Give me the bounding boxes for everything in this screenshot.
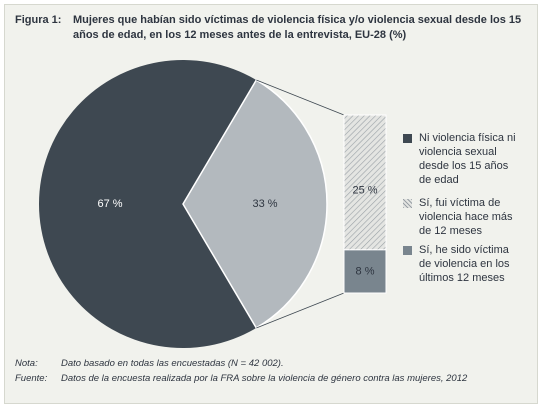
source-row: Fuente: Datos de la encuesta realizada p…	[15, 371, 530, 386]
pie-label-no-violence: 67 %	[97, 198, 122, 210]
figure-panel: Figura 1: Mujeres que habían sido víctim…	[4, 4, 538, 404]
note-text: Dato basado en todas las encuestadas (N …	[61, 358, 284, 369]
pie-label-yes: 33 %	[252, 198, 277, 210]
figure-title: Mujeres que habían sido víctimas de viol…	[73, 14, 522, 41]
legend-swatch-mid	[403, 246, 412, 255]
bar-label-past: 25 %	[352, 184, 377, 196]
source-text: Datos de la encuesta realizada por la FR…	[61, 373, 468, 384]
legend-label: Sí, fui víctima de violencia hace más de…	[419, 197, 513, 237]
bar-segment-past	[343, 114, 387, 251]
note-row: Nota: Dato basado en todas las encuestad…	[15, 356, 530, 371]
connector-line-bottom	[256, 292, 345, 329]
figure-notes: Nota: Dato basado en todas las encuestad…	[15, 356, 530, 386]
legend-label: Sí, he sido víctima de violencia en los …	[419, 244, 510, 284]
legend-label: Ni violencia física ni violencia sexual …	[419, 132, 516, 186]
source-key: Fuente:	[15, 373, 48, 384]
legend-swatch-dark	[403, 134, 412, 143]
connector-line-top	[256, 79, 345, 116]
bar-segment-recent	[343, 249, 387, 294]
figure-label: Figura 1:	[15, 14, 62, 26]
legend-swatch-hatched	[403, 199, 412, 208]
bar-label-recent: 8 %	[356, 265, 375, 277]
pie-bar-chart: 67 % 33 % 25 % 8 %	[39, 60, 387, 348]
pie-slice-yes	[182, 79, 328, 329]
note-key: Nota:	[15, 358, 38, 369]
pie-slice-no-violence	[39, 60, 257, 348]
